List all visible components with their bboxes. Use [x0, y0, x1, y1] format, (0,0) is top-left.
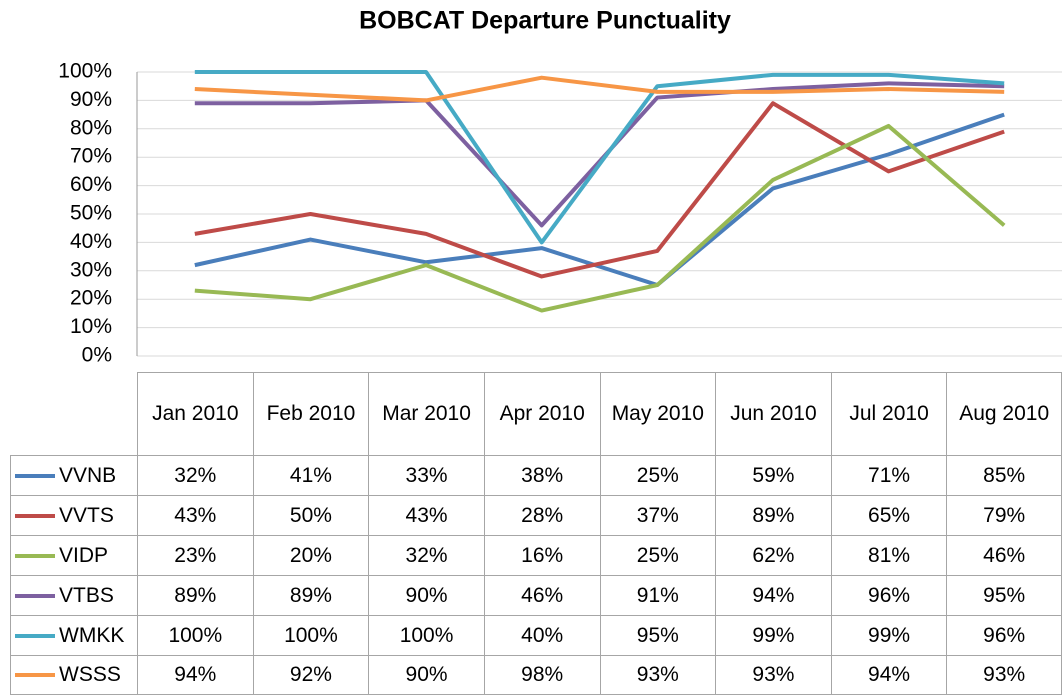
y-tick-label: 10% — [70, 315, 112, 338]
table-value-cell: 90% — [368, 655, 484, 695]
table-value-cell: 94% — [715, 575, 831, 615]
legend-cell: VVTS — [10, 495, 137, 535]
table-header-cell: Mar 2010 — [368, 372, 484, 455]
table-value-cell: 96% — [830, 575, 947, 615]
table-value-cell: 41% — [252, 455, 369, 495]
legend-label: WSSS — [59, 663, 121, 686]
table-value-cell: 25% — [599, 535, 716, 575]
table-value-cell: 90% — [368, 575, 484, 615]
table-value-cell: 40% — [483, 615, 600, 655]
table-value-cell: 25% — [599, 455, 716, 495]
y-tick-label: 0% — [82, 344, 112, 367]
y-tick-label: 100% — [58, 60, 112, 83]
legend-label: VTBS — [59, 583, 114, 607]
legend-cell: VTBS — [10, 575, 137, 615]
legend-cell: WSSS — [10, 655, 137, 695]
legend-label: WMKK — [59, 623, 125, 647]
legend-label: VIDP — [59, 543, 109, 567]
table-value-cell: 46% — [483, 575, 600, 615]
table-value-cell: 62% — [715, 535, 831, 575]
y-tick-label: 30% — [70, 258, 112, 281]
legend-swatch — [15, 593, 55, 598]
y-tick-label: 20% — [70, 287, 112, 310]
table-header-cell: Aug 2010 — [946, 372, 1062, 455]
legend-label: VVTS — [59, 503, 114, 527]
table-value-cell: 79% — [946, 495, 1062, 535]
table-value-cell: 91% — [599, 575, 716, 615]
legend-cell: WMKK — [10, 615, 137, 655]
table-value-cell: 32% — [137, 455, 253, 495]
table-value-cell: 32% — [368, 535, 484, 575]
table-value-cell: 100% — [137, 615, 253, 655]
legend-swatch — [15, 513, 55, 518]
legend-swatch — [15, 633, 55, 638]
table-value-cell: 95% — [946, 575, 1062, 615]
series-line — [194, 112, 1005, 287]
table-value-cell: 94% — [830, 655, 947, 695]
table-value-cell: 33% — [368, 455, 484, 495]
table-value-cell: 89% — [715, 495, 831, 535]
table-value-cell: 28% — [483, 495, 600, 535]
legend-swatch — [15, 553, 55, 558]
table-value-cell: 43% — [137, 495, 253, 535]
table-value-cell: 89% — [252, 575, 369, 615]
y-tick-label: 50% — [70, 202, 112, 225]
table-value-cell: 71% — [830, 455, 947, 495]
table-value-cell: 93% — [946, 655, 1062, 695]
table-value-cell: 59% — [715, 455, 831, 495]
table-value-cell: 23% — [137, 535, 253, 575]
series-line — [194, 123, 1006, 313]
legend-cell: VIDP — [10, 535, 137, 575]
legend-label: VVNB — [59, 463, 117, 487]
y-tick-label: 40% — [70, 230, 112, 253]
table-value-cell: 85% — [946, 455, 1062, 495]
legend-cell: VVNB — [10, 455, 137, 495]
table-value-cell: 89% — [137, 575, 253, 615]
table-value-cell: 100% — [368, 615, 484, 655]
table-value-cell: 96% — [946, 615, 1062, 655]
table-value-cell: 95% — [599, 615, 716, 655]
table-value-cell: 93% — [599, 655, 716, 695]
legend-swatch — [15, 673, 55, 677]
table-value-cell: 99% — [830, 615, 947, 655]
y-tick-label: 60% — [70, 173, 112, 196]
table-header-cell: Feb 2010 — [252, 372, 369, 455]
series-line — [194, 101, 1005, 279]
table-header-cell: Jul 2010 — [830, 372, 947, 455]
table-value-cell: 50% — [252, 495, 369, 535]
legend-swatch — [15, 473, 55, 478]
table-header-cell: Apr 2010 — [483, 372, 600, 455]
series-line — [194, 70, 1005, 245]
table-value-cell: 81% — [830, 535, 947, 575]
table-value-cell: 16% — [483, 535, 600, 575]
table-value-cell: 65% — [830, 495, 947, 535]
y-tick-label: 80% — [70, 116, 112, 139]
table-value-cell: 100% — [252, 615, 369, 655]
table-header-cell: Jan 2010 — [137, 372, 253, 455]
table-value-cell: 98% — [483, 655, 600, 695]
table-header-cell: Jun 2010 — [715, 372, 831, 455]
table-value-cell: 43% — [368, 495, 484, 535]
table-value-cell: 93% — [715, 655, 831, 695]
y-tick-label: 90% — [70, 88, 112, 111]
table-value-cell: 20% — [252, 535, 369, 575]
table-value-cell: 94% — [137, 655, 253, 695]
series-line — [194, 75, 1005, 103]
table-value-cell: 38% — [483, 455, 600, 495]
table-value-cell: 99% — [715, 615, 831, 655]
table-value-cell: 92% — [252, 655, 369, 695]
chart-title: BOBCAT Departure Punctuality — [359, 7, 731, 35]
table-value-cell: 46% — [946, 535, 1062, 575]
y-tick-label: 70% — [70, 145, 112, 168]
table-header-cell: May 2010 — [599, 372, 716, 455]
table-value-cell: 37% — [599, 495, 716, 535]
